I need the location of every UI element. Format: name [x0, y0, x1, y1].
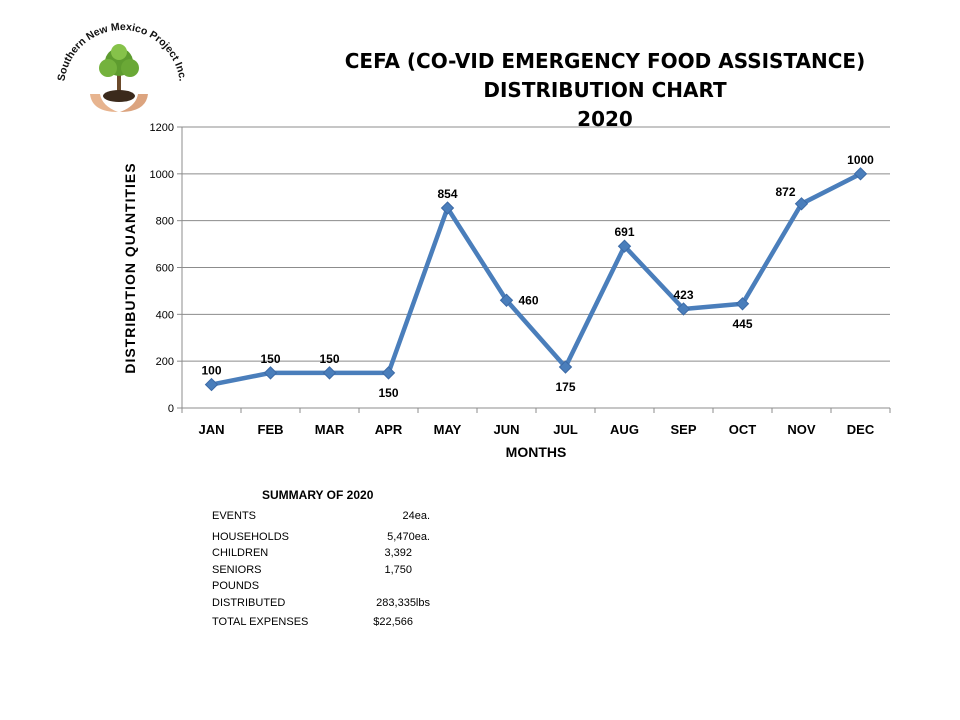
y-tick-label: 800: [156, 216, 174, 228]
x-tick-label: JUN: [493, 422, 519, 437]
data-point-marker: [676, 302, 691, 316]
x-tick-label: DEC: [847, 422, 875, 437]
data-label: 150: [378, 386, 398, 400]
x-tick-label: SEP: [670, 422, 696, 437]
x-tick-label: MAY: [434, 422, 462, 437]
data-point-marker: [499, 293, 514, 307]
data-label: 150: [260, 352, 280, 366]
data-label: 691: [614, 225, 634, 239]
y-tick-label: 600: [156, 263, 174, 275]
x-axis-title: MONTHS: [506, 444, 567, 460]
chart-title-line-1: CEFA (CO-VID EMERGENCY FOOD ASSISTANCE): [344, 49, 866, 73]
data-point-marker: [440, 201, 455, 215]
data-point-marker: [735, 297, 750, 311]
data-label: 872: [775, 185, 795, 199]
chart-title-line-2: DISTRIBUTION CHART: [483, 78, 727, 102]
x-tick-label: FEB: [258, 422, 284, 437]
y-tick-label: 400: [156, 309, 174, 321]
data-label: 100: [201, 364, 221, 378]
data-label: 854: [437, 187, 457, 201]
data-point-marker: [263, 366, 278, 380]
data-point-marker: [204, 377, 219, 392]
y-tick-label: 200: [156, 356, 174, 368]
data-point-marker: [322, 366, 337, 380]
y-axis-title: DISTRIBUTION QUANTITIES: [122, 162, 138, 373]
y-tick-label: 0: [168, 403, 174, 415]
x-tick-label: NOV: [787, 422, 816, 437]
data-label: 460: [518, 293, 538, 307]
y-tick-label: 1200: [150, 122, 174, 134]
x-tick-label: JUL: [553, 422, 578, 437]
series-line: [209, 171, 863, 387]
data-label: 175: [555, 380, 575, 394]
data-point-marker: [794, 197, 809, 211]
y-tick-label: 1000: [150, 169, 174, 181]
data-label: 150: [319, 352, 339, 366]
logo: Southern New Mexico Project Inc.: [55, 21, 187, 112]
x-tick-label: AUG: [610, 422, 639, 437]
x-tick-label: MAR: [315, 422, 345, 437]
data-label: 423: [673, 288, 693, 302]
x-tick-label: OCT: [729, 422, 757, 437]
data-point-marker: [558, 360, 573, 374]
data-label: 1000: [847, 153, 874, 167]
data-point-marker: [853, 167, 868, 181]
data-point-marker: [617, 239, 632, 253]
x-tick-label: APR: [375, 422, 403, 437]
data-label: 445: [732, 317, 752, 331]
data-point-marker: [381, 366, 396, 380]
x-tick-label: JAN: [198, 422, 224, 437]
